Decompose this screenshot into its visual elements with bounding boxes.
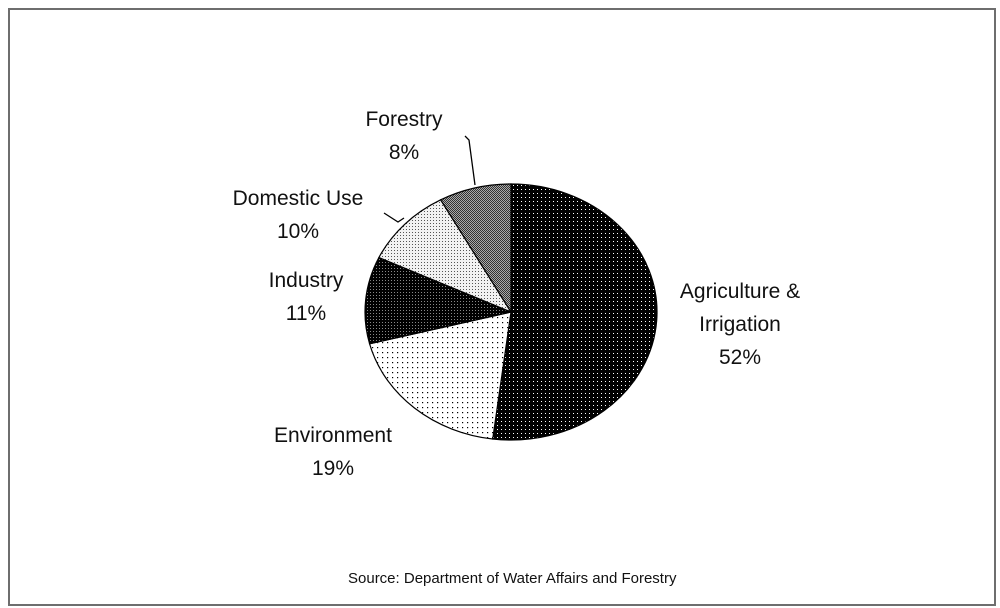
- slice-value-label-agriculture-irrigation: 52%: [719, 346, 761, 369]
- pie-slice-forestry: [439, 183, 512, 315]
- slice-name-label-agriculture-irrigation: Irrigation: [699, 313, 781, 336]
- pie-slices: [364, 183, 658, 441]
- slice-value-label-industry: 11%: [286, 302, 326, 325]
- pie-slice-domestic-use: [378, 199, 513, 314]
- slice-name-label-forestry: Forestry: [365, 108, 443, 131]
- leader-lines: [383, 135, 476, 223]
- slice-value-label-forestry: 8%: [389, 141, 419, 164]
- pie-slice-industry: [364, 256, 513, 345]
- slice-name-label-environment: Environment: [274, 424, 392, 447]
- pie-slice-environment: [368, 311, 512, 440]
- slice-name-label-industry: Industry: [269, 269, 344, 292]
- leader-line-domestic-use: [383, 212, 405, 223]
- slice-name-label-agriculture-irrigation: Agriculture &: [680, 280, 800, 303]
- leader-line-forestry: [464, 135, 476, 186]
- slice-value-label-environment: 19%: [312, 457, 354, 480]
- slice-name-label-domestic-use: Domestic Use: [233, 187, 364, 210]
- slice-value-label-domestic-use: 10%: [277, 220, 319, 243]
- pie-slice-agriculture-irrigation: [492, 183, 658, 441]
- source-note: Source: Department of Water Affairs and …: [348, 570, 677, 587]
- slice-labels: Agriculture & Irrigation 52% Environment 19%…: [233, 108, 800, 480]
